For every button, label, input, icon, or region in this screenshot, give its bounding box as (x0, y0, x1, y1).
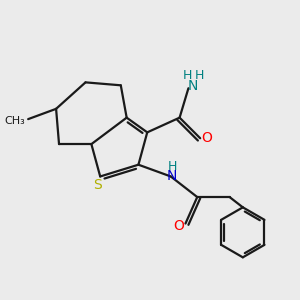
Text: O: O (201, 131, 212, 145)
Text: S: S (93, 178, 102, 192)
Text: N: N (167, 169, 177, 183)
Text: H: H (168, 160, 177, 173)
Text: N: N (188, 79, 198, 93)
Text: H: H (182, 69, 192, 82)
Text: H: H (195, 69, 204, 82)
Text: O: O (174, 220, 184, 233)
Text: CH₃: CH₃ (4, 116, 25, 126)
